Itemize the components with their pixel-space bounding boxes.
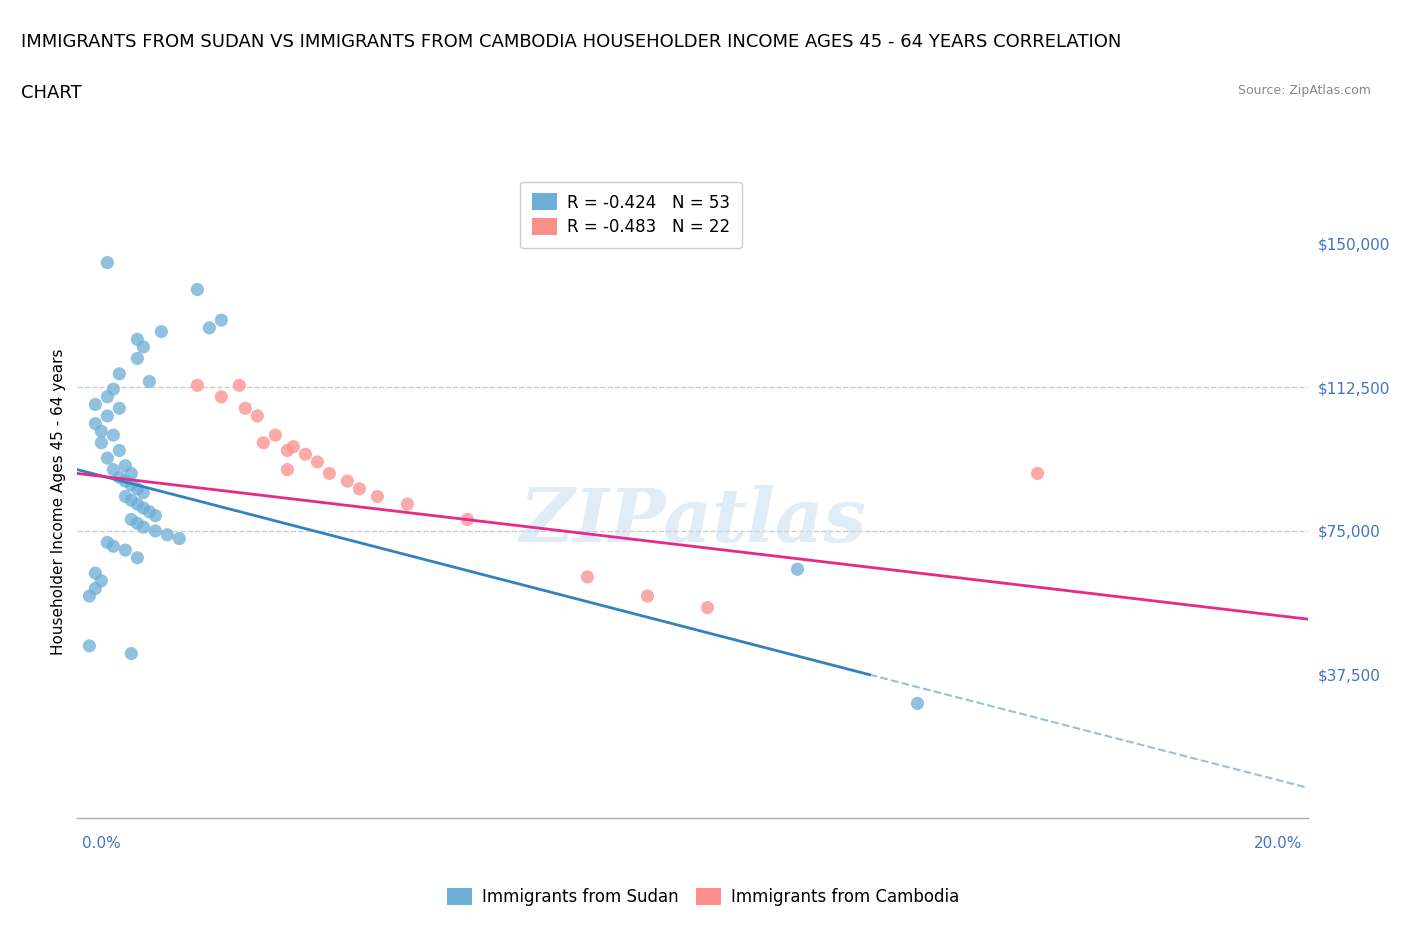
Point <box>456 512 478 527</box>
Text: 20.0%: 20.0% <box>1254 836 1302 851</box>
Point <box>103 428 125 443</box>
Point <box>138 504 160 519</box>
Point <box>396 497 419 512</box>
Point <box>90 573 112 588</box>
Point <box>103 538 125 553</box>
Point <box>120 512 142 527</box>
Text: Source: ZipAtlas.com: Source: ZipAtlas.com <box>1237 84 1371 97</box>
Point <box>84 417 107 432</box>
Point <box>114 458 136 473</box>
Point <box>169 531 191 546</box>
Point <box>114 543 136 558</box>
Point <box>96 451 118 466</box>
Point <box>127 551 149 565</box>
Point <box>127 351 149 365</box>
Point <box>264 428 287 443</box>
Point <box>79 589 101 604</box>
Legend: R = -0.424   N = 53, R = -0.483   N = 22: R = -0.424 N = 53, R = -0.483 N = 22 <box>520 181 742 248</box>
Point <box>235 401 257 416</box>
Point <box>576 569 599 584</box>
Point <box>186 282 208 297</box>
Point <box>84 581 107 596</box>
Point <box>127 497 149 512</box>
Point <box>103 381 125 396</box>
Point <box>120 493 142 508</box>
Point <box>786 562 808 577</box>
Point <box>349 482 371 497</box>
Point <box>246 408 269 423</box>
Text: ZIPatlas: ZIPatlas <box>519 485 866 557</box>
Legend: Immigrants from Sudan, Immigrants from Cambodia: Immigrants from Sudan, Immigrants from C… <box>440 881 966 912</box>
Point <box>186 378 208 392</box>
Point <box>127 516 149 531</box>
Point <box>366 489 388 504</box>
Point <box>84 565 107 580</box>
Point <box>127 332 149 347</box>
Text: 0.0%: 0.0% <box>82 836 121 851</box>
Point <box>209 312 232 327</box>
Point <box>907 696 929 711</box>
Point <box>307 455 329 470</box>
Point <box>228 378 250 392</box>
Point <box>96 255 118 270</box>
Point <box>90 435 112 450</box>
Point <box>120 646 142 661</box>
Point <box>156 527 179 542</box>
Point <box>283 439 305 454</box>
Point <box>108 401 131 416</box>
Point <box>276 443 298 458</box>
Point <box>108 366 131 381</box>
Point <box>696 600 718 615</box>
Point <box>143 524 166 538</box>
Point <box>132 339 155 354</box>
Point <box>252 435 274 450</box>
Point <box>1026 466 1049 481</box>
Text: IMMIGRANTS FROM SUDAN VS IMMIGRANTS FROM CAMBODIA HOUSEHOLDER INCOME AGES 45 - 6: IMMIGRANTS FROM SUDAN VS IMMIGRANTS FROM… <box>21 33 1122 50</box>
Y-axis label: Householder Income Ages 45 - 64 years: Householder Income Ages 45 - 64 years <box>51 349 66 656</box>
Point <box>120 477 142 492</box>
Point <box>84 397 107 412</box>
Point <box>90 424 112 439</box>
Point <box>120 466 142 481</box>
Point <box>103 462 125 477</box>
Point <box>132 520 155 535</box>
Point <box>138 374 160 389</box>
Point <box>318 466 340 481</box>
Point <box>96 408 118 423</box>
Point <box>198 320 221 335</box>
Point <box>96 390 118 405</box>
Point <box>276 462 298 477</box>
Text: CHART: CHART <box>21 84 82 101</box>
Point <box>143 508 166 523</box>
Point <box>114 489 136 504</box>
Point <box>108 470 131 485</box>
Point <box>79 639 101 654</box>
Point <box>114 473 136 488</box>
Point <box>209 390 232 405</box>
Point <box>294 446 316 461</box>
Point <box>150 325 173 339</box>
Point <box>336 473 359 488</box>
Point <box>132 485 155 500</box>
Point <box>108 443 131 458</box>
Point <box>127 482 149 497</box>
Point <box>96 535 118 550</box>
Point <box>636 589 658 604</box>
Point <box>132 500 155 515</box>
